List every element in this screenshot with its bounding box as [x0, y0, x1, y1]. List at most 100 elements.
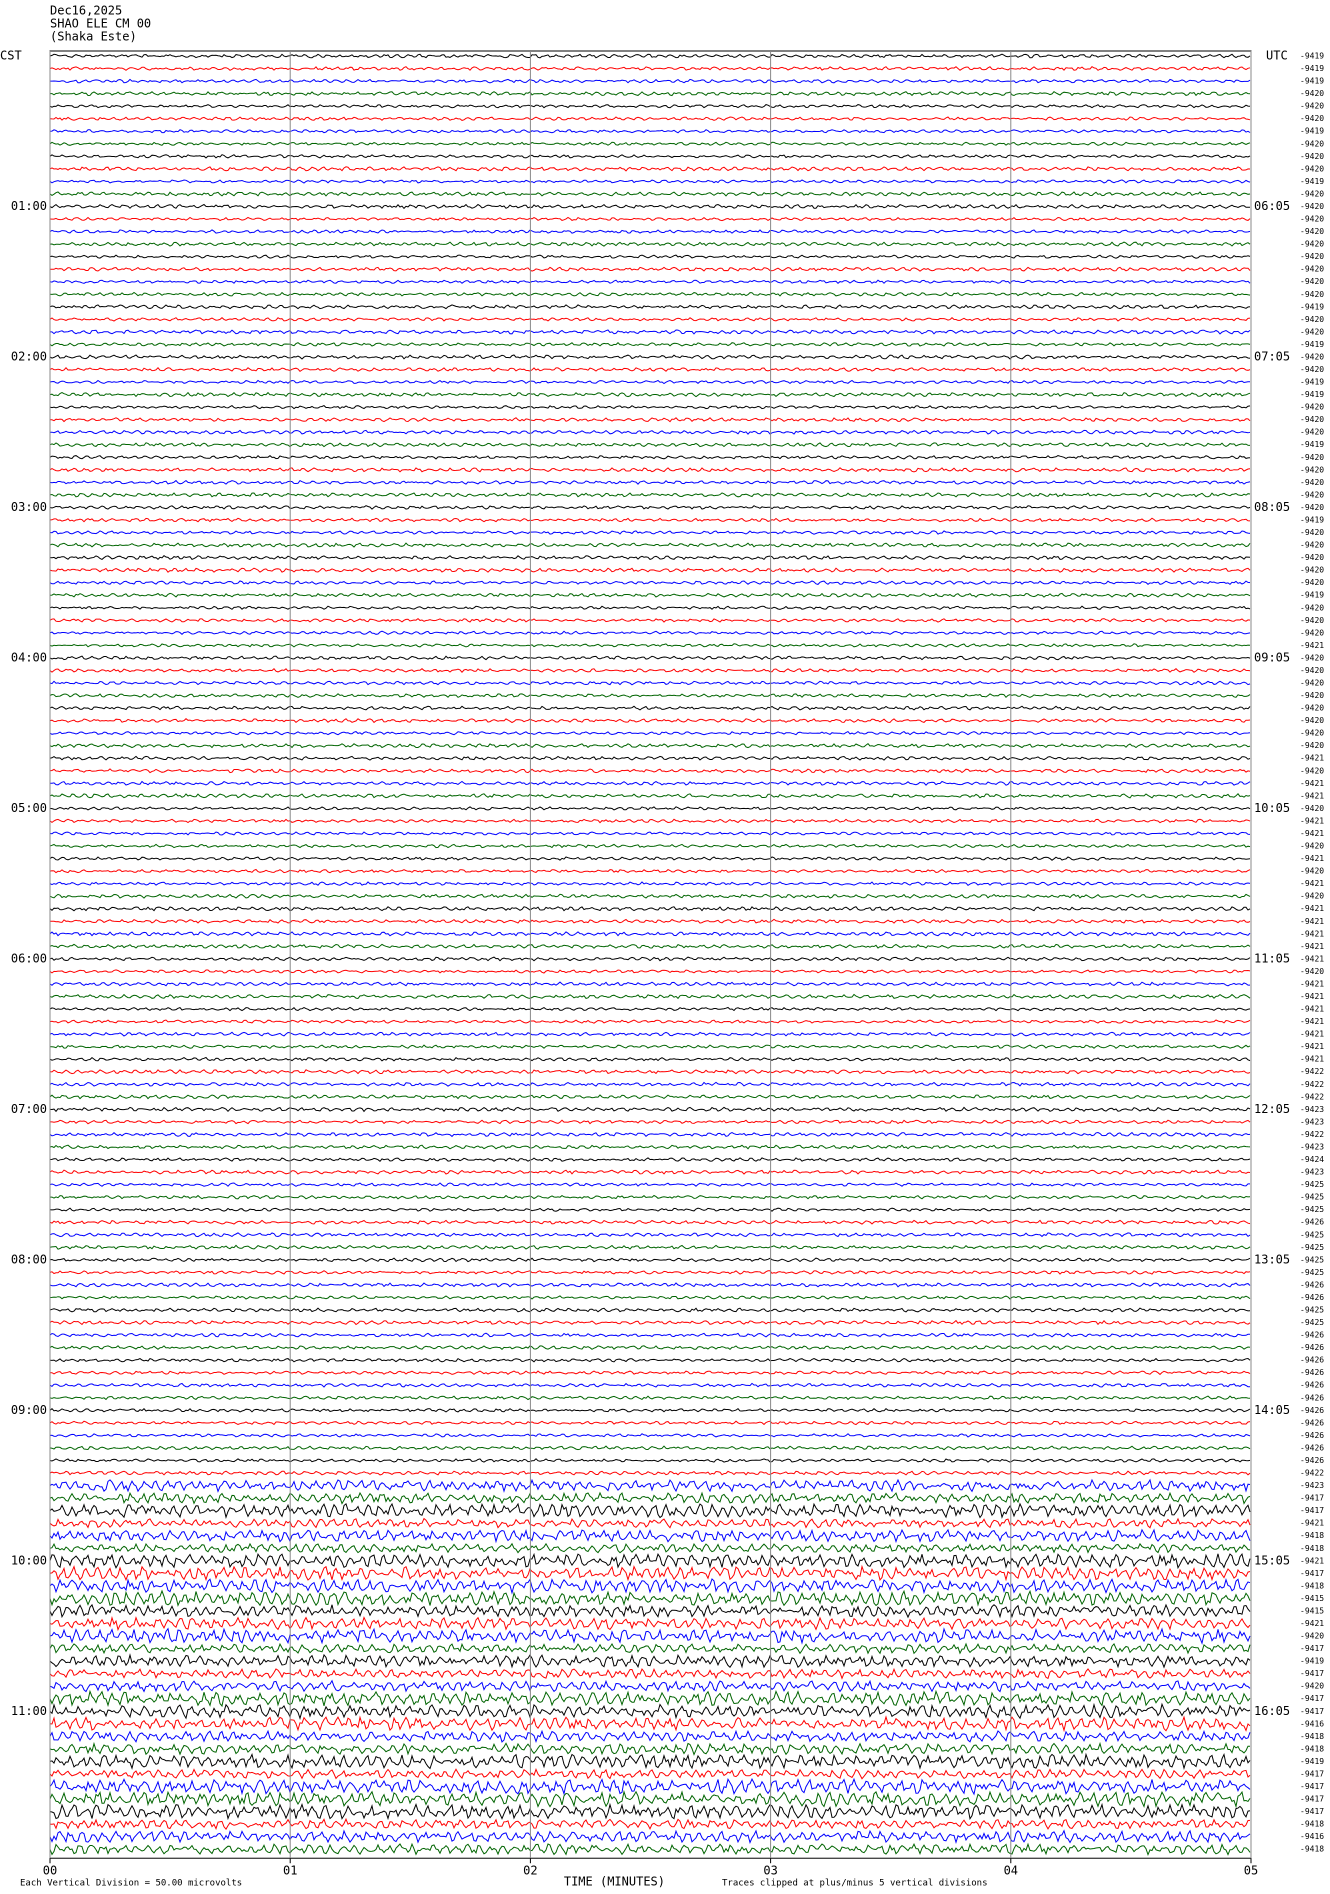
trace — [49, 806, 1251, 811]
offset-label: -9417 — [1300, 1669, 1324, 1678]
offset-label: -9425 — [1300, 1230, 1324, 1239]
offset-label: -9420 — [1300, 114, 1324, 123]
trace — [49, 768, 1251, 774]
trace — [50, 918, 1251, 924]
offset-label: -9420 — [1300, 240, 1324, 249]
x-tick-label: 04 — [1004, 1864, 1018, 1878]
trace — [49, 66, 1251, 71]
offset-label: -9419 — [1300, 591, 1324, 600]
offset-label: -9426 — [1300, 1418, 1324, 1427]
trace — [49, 530, 1251, 535]
offset-label: -9420 — [1300, 804, 1324, 813]
offset-label: -9420 — [1300, 842, 1324, 851]
offset-label: -9421 — [1300, 791, 1324, 800]
offset-label: -9419 — [1300, 52, 1324, 61]
trace — [49, 1182, 1250, 1187]
offset-label: -9421 — [1300, 1055, 1324, 1064]
left-hour-label: 02:00 — [11, 349, 47, 363]
trace — [50, 1044, 1251, 1049]
trace — [49, 1407, 1251, 1413]
left-hour-label: 09:00 — [11, 1403, 47, 1417]
offset-label: -9420 — [1300, 290, 1324, 299]
trace — [49, 567, 1251, 573]
traces — [49, 53, 1251, 1857]
trace — [49, 1307, 1251, 1313]
right-hour-label: 07:05 — [1254, 349, 1290, 363]
trace — [49, 1702, 1251, 1721]
offset-label: -9418 — [1300, 1531, 1324, 1540]
offset-label: -9420 — [1300, 729, 1324, 738]
trace — [49, 1219, 1251, 1225]
offset-label: -9422 — [1300, 1067, 1324, 1076]
offset-label: -9425 — [1300, 1193, 1324, 1202]
trace — [49, 1433, 1251, 1438]
trace — [49, 881, 1251, 886]
offset-label: -9420 — [1300, 478, 1324, 487]
trace — [49, 342, 1251, 347]
offset-label: -9425 — [1300, 1255, 1324, 1264]
offset-label: -9420 — [1300, 616, 1324, 625]
left-hour-label: 11:00 — [11, 1704, 47, 1718]
right-hour-label: 13:05 — [1254, 1252, 1290, 1266]
offset-label: -9419 — [1300, 127, 1324, 136]
offset-label: -9420 — [1300, 227, 1324, 236]
offset-label: -9420 — [1300, 152, 1324, 161]
offset-label: -9421 — [1300, 954, 1324, 963]
offset-label: -9421 — [1300, 1042, 1324, 1051]
trace — [49, 1817, 1251, 1830]
offset-label: -9420 — [1300, 453, 1324, 462]
trace — [49, 1232, 1251, 1238]
offset-label: -9421 — [1300, 917, 1324, 926]
trace — [50, 78, 1251, 84]
offset-label: -9420 — [1300, 1682, 1324, 1691]
trace — [49, 367, 1251, 372]
trace — [49, 831, 1251, 836]
offset-label: -9425 — [1300, 1180, 1324, 1189]
offset-label: -9425 — [1300, 1268, 1324, 1277]
offset-label: -9419 — [1300, 1657, 1324, 1666]
right-hour-label: 15:05 — [1254, 1553, 1290, 1567]
left-hour-label: 05:00 — [11, 801, 47, 815]
offset-label: -9420 — [1300, 428, 1324, 437]
offset-label: -9418 — [1300, 1820, 1324, 1829]
trace — [49, 956, 1251, 962]
offset-label: -9416 — [1300, 1832, 1324, 1841]
offset-label: -9421 — [1300, 979, 1324, 988]
offset-label: -9426 — [1300, 1356, 1324, 1365]
offset-label: -9417 — [1300, 1769, 1324, 1778]
x-tick-label: 05 — [1244, 1864, 1258, 1878]
trace — [49, 1131, 1251, 1138]
trace — [49, 1207, 1251, 1212]
offset-label: -9421 — [1300, 1030, 1324, 1039]
trace — [49, 1478, 1251, 1493]
offset-label: -9417 — [1300, 1782, 1324, 1791]
header-line: (Shaka Este) — [50, 30, 137, 44]
trace — [49, 304, 1251, 310]
trace — [49, 1842, 1251, 1857]
right-hour-label: 10:05 — [1254, 801, 1290, 815]
trace — [49, 818, 1251, 824]
offset-label: -9426 — [1300, 1218, 1324, 1227]
trace — [49, 868, 1251, 874]
offset-label: -9426 — [1300, 1431, 1324, 1440]
trace — [49, 203, 1251, 210]
trace — [49, 981, 1250, 987]
offset-label: -9425 — [1300, 1318, 1324, 1327]
trace — [49, 1357, 1251, 1363]
trace — [49, 1420, 1251, 1426]
offset-label: -9425 — [1300, 1306, 1324, 1315]
offset-label: -9426 — [1300, 1456, 1324, 1465]
trace — [49, 354, 1251, 360]
offset-label: -9421 — [1300, 854, 1324, 863]
offset-label: -9421 — [1300, 779, 1324, 788]
trace — [49, 1653, 1251, 1669]
offset-label: -9419 — [1300, 390, 1324, 399]
offset-label: -9419 — [1300, 340, 1324, 349]
offset-label: -9426 — [1300, 1406, 1324, 1415]
trace — [49, 1332, 1250, 1338]
offset-label: -9417 — [1300, 1694, 1324, 1703]
trace — [49, 241, 1251, 247]
trace — [49, 1144, 1251, 1150]
offset-label: -9417 — [1300, 1494, 1324, 1503]
